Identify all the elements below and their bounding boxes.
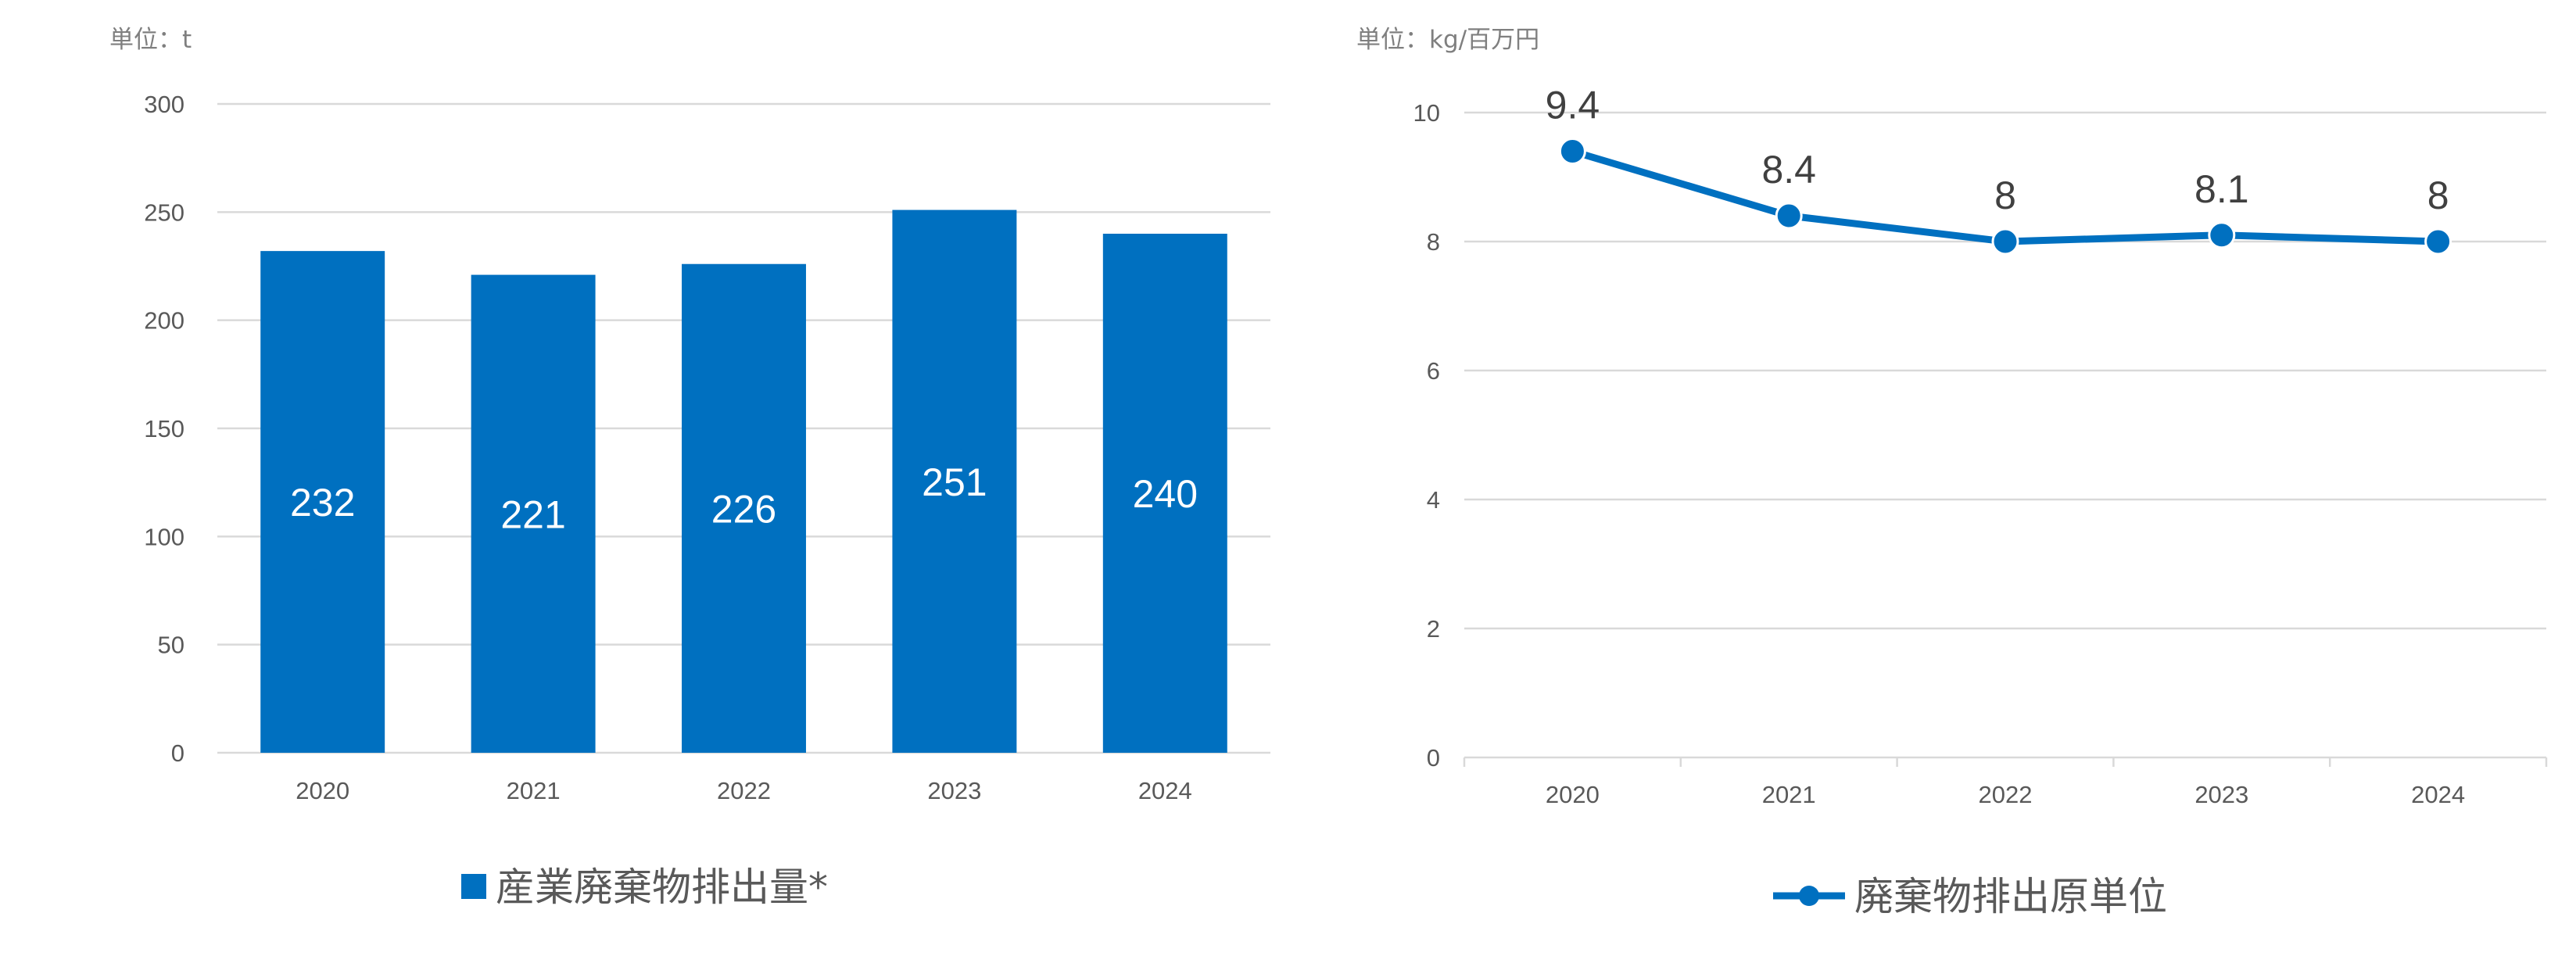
line-x-tick-label: 2024 [2411, 781, 2465, 808]
bar-x-tick-label: 2022 [717, 777, 771, 804]
legend-swatch-bar [461, 874, 486, 899]
line-y-tick-label: 10 [1413, 99, 1440, 127]
line-chart-unit-label: 単位：kg/百万円 [1356, 26, 1539, 54]
line-y-tick-label: 2 [1427, 615, 1440, 643]
data-point [1991, 227, 2019, 256]
bar-x-tick-label: 2023 [927, 777, 981, 804]
bar-chart-x-axis: 2020 2021 2022 2023 2024 [296, 777, 1192, 804]
bar-x-tick-label: 2024 [1138, 777, 1192, 804]
bar-chart-y-axis: 0 50 100 150 200 250 300 [144, 91, 185, 767]
data-point [1775, 202, 1803, 230]
point-data-label: 8.4 [1761, 148, 1816, 192]
line-y-tick-label: 0 [1427, 744, 1440, 772]
bar-y-tick-label: 200 [144, 307, 185, 335]
bar-data-label: 221 [500, 492, 565, 536]
line-x-tick-label: 2022 [1979, 781, 2033, 808]
bar-data-label: 240 [1133, 472, 1198, 516]
bar [260, 251, 385, 754]
bar-y-tick-label: 100 [144, 523, 185, 550]
bar-data-label: 232 [290, 481, 355, 525]
data-point [1558, 138, 1586, 165]
bar-chart-bars: 232 221 226 251 240 [260, 209, 1227, 754]
bar [682, 263, 806, 753]
line-x-tick-label: 2021 [1762, 781, 1816, 808]
bar-chart-unit-label: 単位：t [109, 26, 192, 54]
line-chart: 単位：kg/百万円 0 2 4 6 8 10 2020 2021 2022 2023 2024 9… [1356, 26, 2548, 919]
point-data-label: 8 [1994, 174, 2016, 217]
line-chart-x-axis: 2020 2021 2022 2023 2024 [1463, 757, 2548, 808]
point-data-label: 8.1 [2194, 167, 2249, 211]
bar-y-tick-label: 0 [171, 739, 185, 767]
line-x-tick-label: 2020 [1546, 781, 1600, 808]
bar-data-label: 251 [922, 460, 987, 504]
bar-y-tick-label: 250 [144, 199, 185, 226]
line-x-tick-label: 2023 [2194, 781, 2248, 808]
data-point [2424, 227, 2452, 256]
bar-data-label: 226 [711, 487, 776, 531]
line-chart-y-axis: 0 2 4 6 8 10 [1413, 99, 1440, 772]
bar [1102, 234, 1227, 753]
legend-point-marker [1799, 886, 1819, 906]
legend-label-line: 廃棄物排出原単位 [1854, 874, 2167, 919]
bar-x-tick-label: 2020 [296, 777, 349, 804]
bar [471, 274, 596, 754]
line-chart-legend: 廃棄物排出原単位 [1773, 874, 2167, 919]
bar-y-tick-label: 50 [158, 632, 185, 659]
bar-y-tick-label: 300 [144, 91, 185, 118]
data-point [2208, 221, 2236, 249]
bar-y-tick-label: 150 [144, 415, 185, 442]
legend-label-bar: 産業廃棄物排出量* [496, 865, 828, 910]
bar-x-tick-label: 2021 [507, 777, 561, 804]
bar-chart-legend: 産業廃棄物排出量* [461, 865, 828, 910]
line-y-tick-label: 8 [1427, 228, 1440, 256]
bar [892, 209, 1017, 754]
line-chart-series: 9.4 8.4 8 8.1 8 [1546, 84, 2452, 256]
point-data-label: 9.4 [1546, 84, 1600, 127]
line-y-tick-label: 4 [1427, 486, 1440, 514]
line-y-tick-label: 6 [1427, 357, 1440, 385]
point-data-label: 8 [2427, 174, 2449, 217]
